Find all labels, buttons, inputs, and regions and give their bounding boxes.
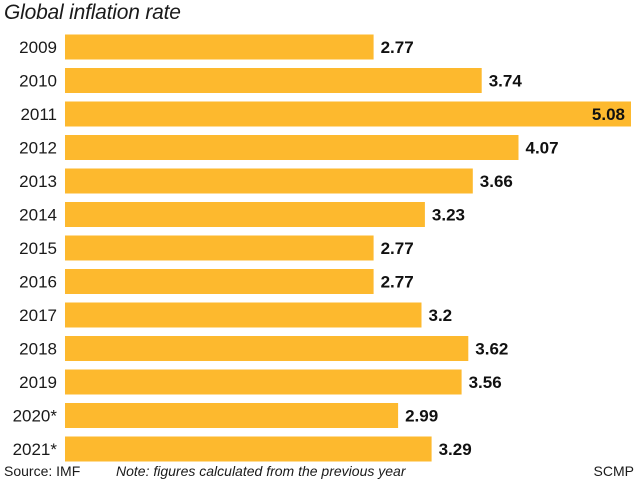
category-label: 2012: [19, 139, 57, 158]
value-label: 5.08: [592, 105, 625, 124]
bar-2009: [65, 34, 374, 60]
bar-2010: [65, 68, 482, 93]
value-label: 3.56: [469, 373, 502, 392]
value-label: 3.23: [432, 206, 465, 225]
value-label: 3.62: [475, 340, 508, 359]
category-label: 2013: [19, 172, 57, 191]
bar-2013: [65, 168, 473, 194]
category-label: 2021*: [13, 440, 58, 459]
value-label: 3.74: [489, 72, 523, 91]
bar-2020-projected: [65, 403, 399, 428]
source-note: Source: IMF: [4, 463, 81, 479]
bar-2011: [65, 101, 631, 127]
value-label: 2.77: [381, 273, 414, 292]
footnote: Note: figures calculated from the previo…: [116, 463, 406, 479]
bar-2012: [65, 135, 519, 160]
category-label: 2015: [19, 239, 57, 258]
publisher-credit: SCMP: [593, 463, 634, 479]
category-label: 2011: [20, 105, 57, 124]
chart-title: Global inflation rate: [4, 1, 181, 24]
value-label: 4.07: [526, 139, 559, 158]
bar-2019: [65, 369, 462, 395]
category-label: 2010: [19, 72, 57, 91]
category-label: 2017: [19, 306, 57, 325]
value-label: 3.2: [429, 306, 453, 325]
bar-2021-projected: [65, 436, 432, 462]
value-label: 2.77: [381, 239, 414, 258]
bar-2018: [65, 336, 469, 361]
category-label: 2014: [19, 206, 57, 225]
value-label: 2.99: [405, 407, 438, 426]
bar-2015: [65, 235, 374, 261]
category-label: 2018: [19, 340, 57, 359]
value-label: 3.29: [439, 440, 472, 459]
value-label: 3.66: [480, 172, 513, 191]
category-label: 2019: [19, 373, 57, 392]
bar-2014: [65, 202, 425, 227]
bar-2017: [65, 302, 422, 328]
bar-2016: [65, 269, 374, 294]
category-label: 2020*: [13, 407, 58, 426]
category-label: 2016: [19, 273, 57, 292]
value-label: 2.77: [381, 38, 414, 57]
category-label: 2009: [19, 38, 57, 57]
